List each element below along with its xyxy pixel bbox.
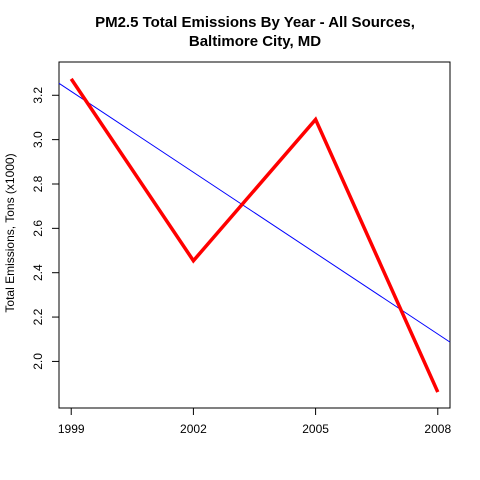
chart-title-line-1: PM2.5 Total Emissions By Year - All Sour… [95, 14, 415, 31]
y-tick-label: 2.2 [31, 308, 45, 325]
y-axis: 2.0 2.2 2.4 2.6 2.8 3.0 3.2 [31, 87, 60, 370]
x-tick-label: 2008 [424, 422, 451, 436]
series-line [69, 77, 440, 393]
plot-layer [58, 77, 451, 393]
y-axis-label: Total Emissions, Tons (x1000) [3, 153, 17, 312]
y-tick-label: 2.4 [31, 264, 45, 281]
plot-box [58, 61, 451, 409]
y-tick-label: 3.2 [31, 87, 45, 104]
y-tick-label: 3.0 [31, 131, 45, 148]
y-tick-label: 2.8 [31, 175, 45, 192]
chart-title-line-2: Baltimore City, MD [189, 33, 321, 50]
y-axis-label-group: Total Emissions, Tons (x1000) [3, 153, 17, 312]
x-tick-label: 2002 [180, 422, 207, 436]
y-tick-label: 2.0 [31, 353, 45, 370]
x-tick-label: 2005 [302, 422, 329, 436]
y-tick-label: 2.6 [31, 220, 45, 237]
trend-line [58, 82, 451, 343]
x-axis: 1999 2002 2005 2008 [58, 407, 451, 436]
x-tick-label: 1999 [58, 422, 85, 436]
